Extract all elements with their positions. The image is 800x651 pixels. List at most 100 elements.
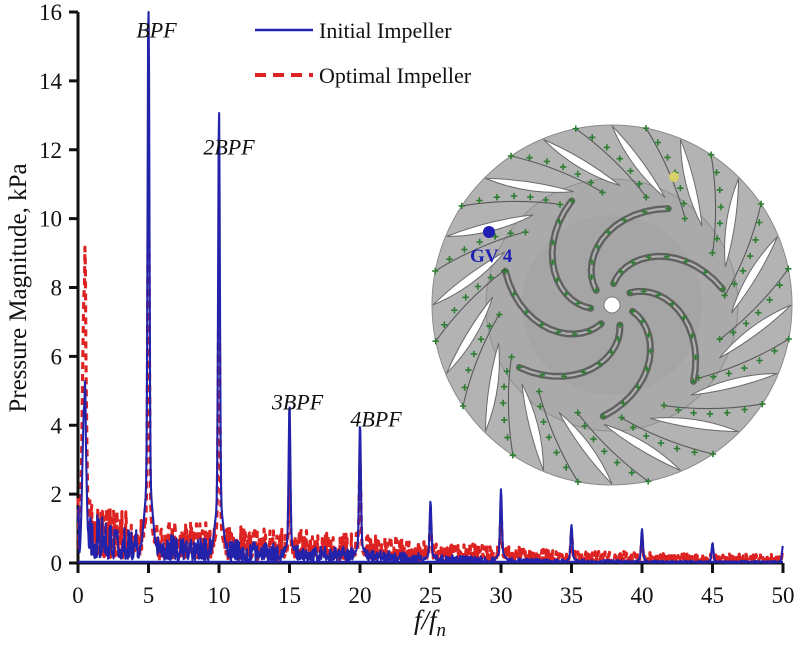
mesh-node — [556, 201, 564, 208]
mesh-line — [575, 128, 647, 198]
x-axis-title-subscript: n — [437, 620, 447, 641]
mesh-node — [616, 155, 623, 162]
mesh-node — [572, 125, 579, 132]
mesh-node — [618, 414, 625, 421]
mesh-node — [665, 205, 672, 212]
mesh-line — [577, 412, 649, 482]
mesh-line — [710, 154, 717, 253]
mesh-node — [461, 246, 468, 253]
mesh-node — [554, 276, 561, 283]
mesh-node — [741, 364, 748, 372]
mesh-node — [729, 329, 737, 336]
mesh-node — [538, 321, 545, 328]
mesh-node — [502, 268, 509, 275]
mesh-node — [446, 256, 453, 263]
mesh-node — [492, 233, 499, 240]
mesh-node — [608, 349, 615, 356]
mesh-node — [470, 350, 478, 358]
mesh-node — [539, 371, 546, 378]
mesh-node — [581, 422, 588, 430]
x-axis-title: f/fn — [414, 605, 446, 641]
guide-vane — [730, 236, 778, 314]
guide-vane — [603, 423, 681, 471]
y-tick-label: 6 — [51, 344, 63, 369]
mesh-node — [516, 364, 523, 371]
mesh-node — [503, 368, 511, 375]
mesh-node — [721, 292, 728, 299]
mesh-node — [587, 305, 594, 312]
impeller-inset — [431, 124, 793, 486]
mesh-node — [523, 309, 530, 315]
mesh-node — [574, 170, 581, 178]
svg-text:f/fn: f/fn — [414, 605, 446, 641]
mesh-node — [555, 329, 562, 336]
mesh-node — [723, 409, 731, 416]
mesh-node — [681, 215, 688, 222]
mesh-node — [432, 338, 439, 345]
mesh-node — [542, 196, 549, 204]
data-series — [76, 10, 785, 564]
mesh-node — [441, 321, 448, 328]
impeller-blade-highlight — [551, 199, 592, 310]
mesh-node — [719, 285, 726, 292]
mesh-node — [757, 200, 765, 208]
mesh-node — [589, 134, 596, 141]
mesh-node — [496, 311, 503, 318]
inset-gv4-label: GV 4 — [470, 246, 513, 267]
mesh-node — [643, 194, 650, 201]
mesh-line — [621, 417, 714, 455]
peak-annotation-2bpf: 2BPF — [203, 134, 255, 159]
mesh-node — [620, 400, 627, 407]
mesh-node — [716, 186, 723, 194]
peak-annotations: BPF 2BPF 3BPF 4BPF — [136, 17, 402, 431]
mesh-node — [636, 180, 643, 188]
mesh-node — [574, 300, 581, 307]
y-tick-label: 10 — [39, 207, 62, 232]
mesh-node — [785, 265, 792, 272]
legend: Initial Impeller Optimal Impeller — [255, 18, 472, 88]
mesh-node — [596, 360, 603, 367]
mesh-node — [640, 288, 647, 295]
axes: 0 2 4 6 8 10 12 14 16 0 5 10 15 20 25 30 35 40 45 50 — [39, 0, 795, 608]
mesh-node — [462, 294, 469, 301]
guide-vane — [718, 304, 792, 359]
guide-vane — [690, 373, 778, 396]
guide-vane — [680, 139, 703, 227]
mesh-node — [487, 274, 495, 281]
mesh-node — [510, 291, 517, 298]
mesh-node — [645, 478, 652, 485]
mesh-node — [626, 289, 633, 296]
mesh-node — [507, 152, 515, 160]
mesh-node — [553, 449, 560, 456]
mesh-line — [724, 203, 762, 296]
mesh-node — [614, 459, 621, 466]
mesh-line — [719, 268, 789, 340]
guide-vane — [446, 296, 494, 374]
mesh-node — [657, 439, 665, 447]
mesh-node — [663, 253, 670, 260]
mesh-node — [707, 151, 715, 158]
impeller-blade-highlight — [612, 255, 724, 290]
mesh-node — [474, 283, 482, 290]
mesh-node — [593, 287, 600, 294]
mesh-node — [756, 357, 763, 364]
mesh-node — [540, 418, 547, 425]
mesh-line — [538, 391, 579, 483]
mesh-node — [643, 432, 650, 440]
x-axis-title-denominator: f — [429, 605, 440, 635]
mesh-node — [568, 197, 575, 204]
y-tick-label: 2 — [51, 482, 63, 507]
guide-vane — [558, 411, 613, 485]
mesh-line — [664, 403, 763, 410]
mesh-node — [664, 154, 671, 161]
mesh-node — [504, 434, 511, 441]
mesh-node — [716, 336, 723, 343]
mesh-node — [458, 202, 465, 210]
mesh-node — [486, 322, 493, 330]
gv4-monitor-point — [483, 226, 495, 238]
mesh-node — [725, 370, 732, 377]
guide-vane — [485, 177, 574, 193]
highlight-marker — [669, 172, 679, 182]
mesh-node — [742, 320, 750, 327]
mesh-node — [716, 220, 724, 227]
